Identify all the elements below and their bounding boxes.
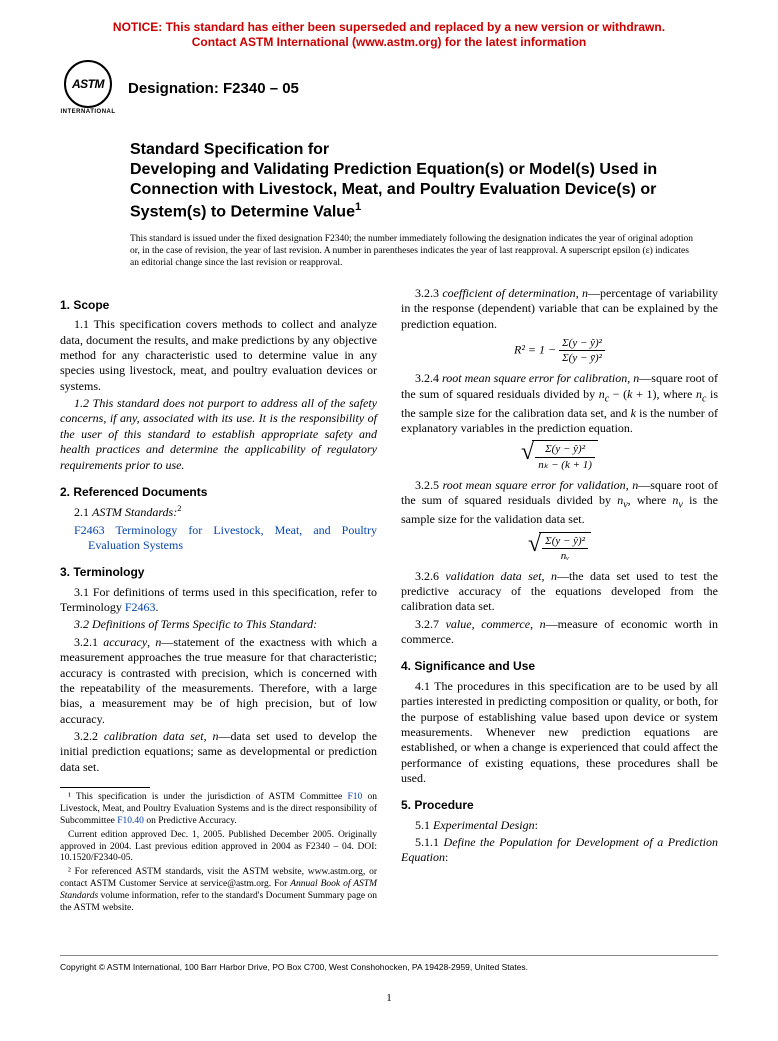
title-main-text: Developing and Validating Prediction Equ… [130,161,657,220]
title-lead: Standard Specification for [130,140,718,160]
formula-rmsec: √ Σ(y − ŷ)²nₖ − (k + 1) [401,440,718,471]
para-4-1: 4.1 The procedures in this specification… [401,679,718,787]
formula-r2-frac: Σ(y − ŷ)²Σ(y − ȳ)² [559,336,605,365]
p321-text: 3.2.1 accuracy, n—statement of the exact… [60,635,377,726]
formula-r2: R² = 1 − Σ(y − ŷ)²Σ(y − ȳ)² [401,336,718,365]
notice-line2: Contact ASTM International (www.astm.org… [192,35,586,49]
fn1-link1[interactable]: F10 [347,792,362,802]
header-row: ASTM INTERNATIONAL Designation: F2340 – … [60,60,718,116]
page-number: 1 [60,992,718,1004]
astm-logo-ring: ASTM [64,60,112,108]
p326-text: 3.2.6 validation data set, n—the data se… [401,569,718,614]
document-page: NOTICE: This standard has either been su… [0,0,778,1024]
footnote-separator [60,787,150,788]
para-2-1b: ASTM Standards: [92,505,177,519]
title-sup: 1 [355,201,361,213]
copyright: Copyright © ASTM International, 100 Barr… [60,955,718,972]
formula-rmsev-den: nᵥ [542,549,588,563]
para-3-2-6: 3.2.6 validation data set, n—the data se… [401,569,718,615]
astm-logo: ASTM INTERNATIONAL [60,60,116,116]
title-block: Standard Specification for Developing an… [130,140,718,222]
p51-text: 5.1 Experimental Design: [415,818,538,832]
ref-f2463: F2463 Terminology for Livestock, Meat, a… [74,523,377,554]
para-1-2: 1.2 This standard does not purport to ad… [60,396,377,473]
para-3-1: 3.1 For definitions of terms used in thi… [60,585,377,616]
fn1c: on Predictive Accuracy. [144,816,237,826]
para-3-2-5: 3.2.5 root mean square error for validat… [401,478,718,528]
formula-rmsec-sqrt: √ Σ(y − ŷ)²nₖ − (k + 1) [521,440,598,471]
issue-note-text: This standard is issued under the fixed … [130,234,693,268]
section-3-head: 3. Terminology [60,565,377,580]
para-2-1a: 2.1 [74,505,92,519]
astm-logo-sub: INTERNATIONAL [60,109,116,115]
para-3-2-2: 3.2.2 calibration data set, n—data set u… [60,729,377,775]
formula-r2-lhs: R² = 1 − [514,342,559,356]
para-3-2-3: 3.2.3 coefficient of determination, n—pe… [401,286,718,332]
footnote-1: ¹ This specification is under the jurisd… [60,792,377,828]
para-3-2: 3.2 Definitions of Terms Specific to Thi… [60,617,377,632]
footnote-1b: Current edition approved Dec. 1, 2005. P… [60,830,377,866]
formula-rmsec-den: nₖ − (k + 1) [535,458,595,472]
fn1a: ¹ This specification is under the jurisd… [68,792,347,802]
para-3-1c: . [156,600,159,614]
notice-line1: NOTICE: This standard has either been su… [113,20,665,34]
formula-rmsec-num: Σ(y − ŷ)² [535,442,595,457]
formula-rmsec-body: Σ(y − ŷ)²nₖ − (k + 1) [532,440,598,471]
para-5-1-1: 5.1.1 Define the Population for Developm… [401,835,718,866]
p327-text: 3.2.7 value, commerce, n—measure of econ… [401,617,718,646]
para-1-1: 1.1 This specification covers methods to… [60,317,377,394]
p322-text: 3.2.2 calibration data set, n—data set u… [60,729,377,774]
formula-rmsev-body: Σ(y − ŷ)²nᵥ [539,532,591,563]
para-3-2-7: 3.2.7 value, commerce, n—measure of econ… [401,617,718,648]
formula-rmsev: √ Σ(y − ŷ)²nᵥ [401,532,718,563]
designation: Designation: F2340 – 05 [128,80,299,97]
section-5-head: 5. Procedure [401,798,718,813]
section-2-head: 2. Referenced Documents [60,485,377,500]
footnote-block: ¹ This specification is under the jurisd… [60,787,377,915]
astm-logo-text: ASTM [72,77,104,91]
fn2c: volume information, refer to the standar… [60,891,377,913]
para-3-2-1: 3.2.1 accuracy, n—statement of the exact… [60,635,377,727]
issue-note: This standard is issued under the fixed … [130,234,698,270]
para-5-1: 5.1 Experimental Design: [401,818,718,833]
para-3-1-link[interactable]: F2463 [125,600,156,614]
footnotes: ¹ This specification is under the jurisd… [60,792,377,915]
p511-text: 5.1.1 Define the Population for Developm… [401,835,718,864]
notice-banner: NOTICE: This standard has either been su… [60,20,718,50]
para-2-1: 2.1 ASTM Standards:2 [60,504,377,520]
body-columns: 1. Scope 1.1 This specification covers m… [60,286,718,915]
section-4-head: 4. Significance and Use [401,659,718,674]
formula-rmsev-sqrt: √ Σ(y − ŷ)²nᵥ [528,532,591,563]
para-3-1a: 3.1 For definitions of terms used in thi… [60,585,377,614]
ref-text-link[interactable]: Terminology for Livestock, Meat, and Pou… [88,523,377,552]
formula-r2-den: Σ(y − ȳ)² [559,351,605,365]
sup-2: 2 [177,504,181,513]
ref-code-link[interactable]: F2463 [74,523,105,537]
section-1-head: 1. Scope [60,298,377,313]
footnote-2: ² For referenced ASTM standards, visit t… [60,867,377,915]
title-main: Developing and Validating Prediction Equ… [130,160,718,222]
p323-text: 3.2.3 coefficient of determination, n—pe… [401,286,718,331]
fn1-link2[interactable]: F10.40 [117,816,144,826]
formula-rmsev-num: Σ(y − ŷ)² [542,534,588,549]
para-3-2-4: 3.2.4 root mean square error for calibra… [401,371,718,436]
p324-text: 3.2.4 root mean square error for calibra… [401,371,718,435]
p325-text: 3.2.5 root mean square error for validat… [401,478,718,527]
formula-r2-num: Σ(y − ŷ)² [559,336,605,351]
